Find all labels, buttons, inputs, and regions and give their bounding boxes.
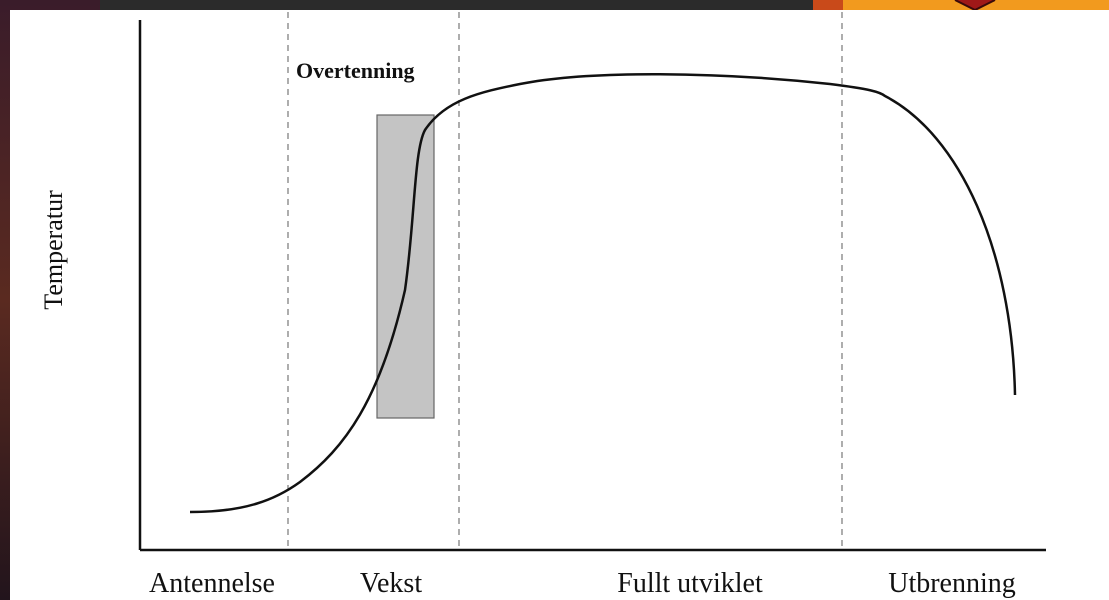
top-strip [100, 0, 813, 10]
top-accent [813, 0, 843, 10]
page: Overtenning Temperatur Antennelse Vekst … [0, 0, 1109, 600]
annotation: Overtenning [296, 58, 415, 83]
phase-label: Fullt utviklet [617, 568, 763, 599]
diagram: Overtenning Temperatur Antennelse Vekst … [0, 0, 1109, 600]
phase-label: Vekst [360, 568, 422, 599]
panel [10, 10, 1109, 600]
flashover-zone [377, 115, 434, 418]
phase-label: Antennelse [149, 568, 275, 599]
y-axis-label: Temperatur [39, 190, 68, 310]
phase-label: Utbrenning [888, 568, 1016, 599]
